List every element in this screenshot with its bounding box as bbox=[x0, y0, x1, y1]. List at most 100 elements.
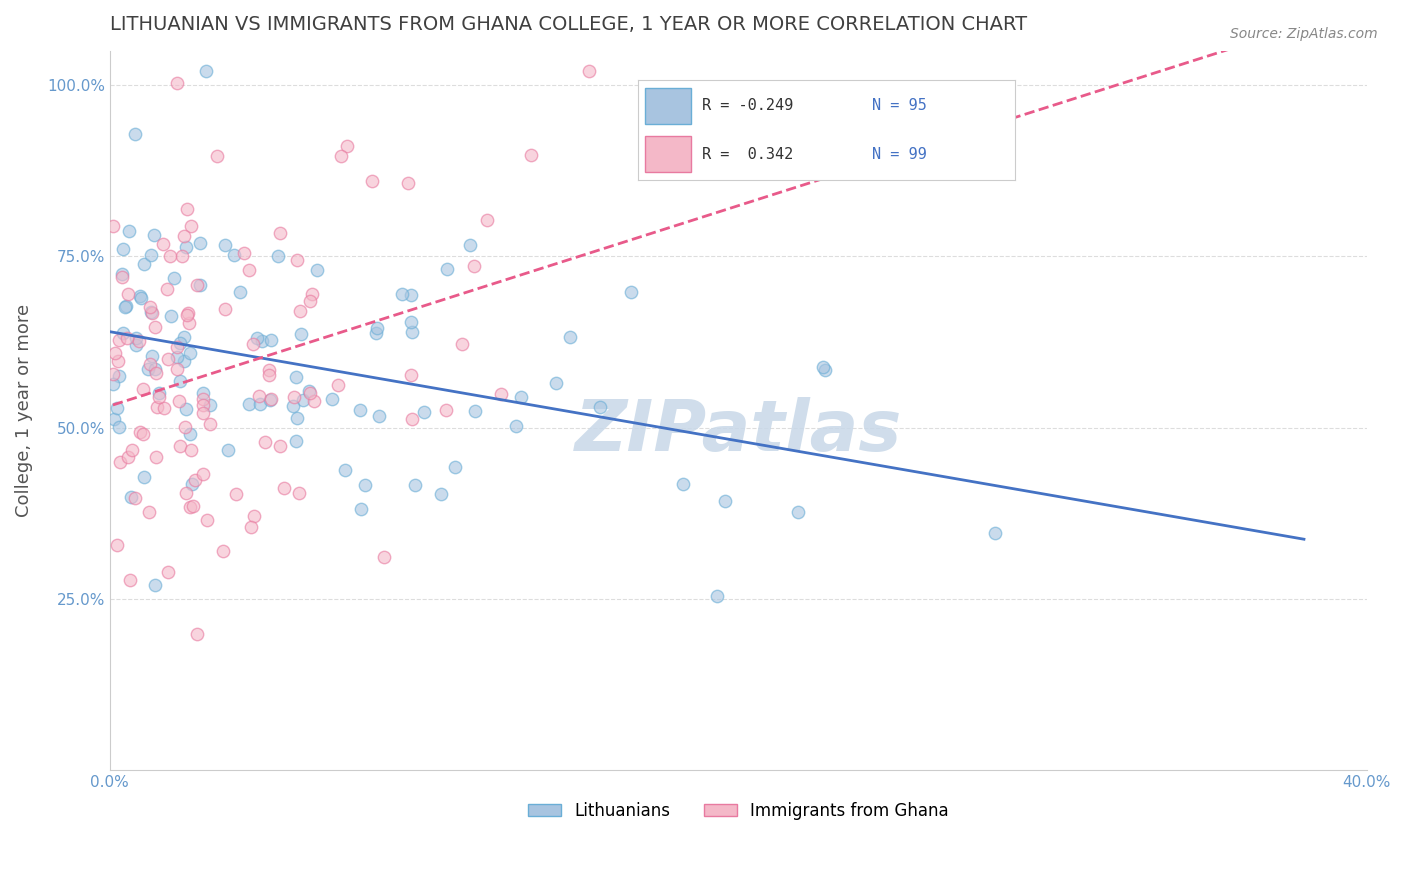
Point bbox=[125, 337, 148, 351]
Point bbox=[166, 340, 188, 354]
Point bbox=[136, 362, 159, 376]
Point bbox=[139, 305, 162, 319]
Point bbox=[117, 287, 139, 301]
Point bbox=[489, 387, 512, 401]
Point bbox=[179, 500, 201, 515]
Point bbox=[134, 257, 156, 271]
Point bbox=[174, 240, 197, 254]
Point bbox=[194, 64, 217, 78]
Point bbox=[984, 525, 1007, 540]
Point bbox=[108, 369, 131, 384]
Point bbox=[330, 149, 353, 163]
Point bbox=[281, 399, 304, 413]
Point bbox=[152, 237, 174, 252]
Point bbox=[336, 138, 359, 153]
Point bbox=[177, 305, 200, 319]
Point bbox=[195, 513, 218, 527]
Point bbox=[143, 362, 166, 376]
Point bbox=[288, 486, 311, 500]
Point bbox=[434, 403, 457, 417]
Point bbox=[120, 490, 142, 504]
Point bbox=[350, 501, 373, 516]
Point bbox=[298, 386, 321, 401]
Point bbox=[160, 310, 183, 324]
Point bbox=[129, 289, 152, 303]
Point bbox=[713, 494, 735, 508]
Point bbox=[124, 491, 146, 506]
Point bbox=[198, 417, 221, 431]
Point bbox=[229, 285, 252, 300]
Point bbox=[183, 499, 205, 513]
Point bbox=[166, 351, 188, 365]
Point bbox=[787, 505, 810, 519]
Point bbox=[285, 253, 308, 268]
Point bbox=[214, 238, 236, 252]
Point bbox=[112, 326, 135, 341]
Point bbox=[101, 377, 124, 392]
Point bbox=[578, 64, 600, 78]
Point bbox=[412, 405, 434, 419]
Point bbox=[285, 370, 308, 384]
Point bbox=[360, 173, 382, 187]
Point bbox=[399, 315, 422, 329]
Point bbox=[176, 308, 198, 322]
Point bbox=[129, 425, 152, 439]
Point bbox=[299, 293, 322, 308]
Point bbox=[169, 336, 191, 351]
Point bbox=[166, 362, 188, 376]
Point bbox=[163, 271, 186, 285]
Point bbox=[249, 389, 271, 403]
Point bbox=[108, 333, 131, 347]
Text: Source: ZipAtlas.com: Source: ZipAtlas.com bbox=[1230, 27, 1378, 41]
Point bbox=[172, 249, 194, 263]
Point bbox=[224, 248, 246, 262]
Point bbox=[128, 334, 150, 348]
Point bbox=[176, 202, 198, 216]
Point bbox=[225, 487, 247, 501]
Point bbox=[672, 477, 695, 491]
Point bbox=[117, 331, 139, 345]
Point bbox=[288, 303, 311, 318]
Point bbox=[180, 477, 202, 491]
Point bbox=[205, 149, 228, 163]
Point bbox=[104, 345, 127, 359]
Point bbox=[169, 439, 191, 453]
Point bbox=[156, 566, 179, 580]
Point bbox=[544, 376, 567, 390]
Point bbox=[436, 261, 458, 276]
Point bbox=[191, 406, 214, 420]
Point bbox=[139, 248, 162, 262]
Text: ZIPatlas: ZIPatlas bbox=[575, 398, 903, 467]
Point bbox=[401, 325, 423, 339]
Point bbox=[404, 478, 426, 492]
Point bbox=[148, 385, 170, 400]
Point bbox=[114, 299, 136, 313]
Point bbox=[174, 420, 197, 434]
Point bbox=[243, 508, 266, 523]
Point bbox=[354, 478, 377, 492]
Point bbox=[259, 363, 281, 377]
Point bbox=[173, 353, 195, 368]
Point bbox=[257, 368, 280, 383]
Point bbox=[246, 331, 269, 345]
Point bbox=[238, 262, 260, 277]
Point bbox=[475, 212, 498, 227]
Point bbox=[464, 404, 486, 418]
Point bbox=[191, 467, 214, 481]
Point bbox=[173, 330, 195, 344]
Point bbox=[139, 300, 162, 314]
Point bbox=[463, 259, 485, 273]
Point bbox=[153, 401, 176, 415]
Point bbox=[107, 354, 129, 368]
Point bbox=[509, 390, 531, 404]
Point bbox=[143, 228, 166, 243]
Point bbox=[138, 505, 160, 519]
Point bbox=[159, 249, 181, 263]
Point bbox=[114, 300, 136, 314]
Point bbox=[217, 442, 239, 457]
Point bbox=[505, 418, 527, 433]
Point bbox=[101, 367, 124, 381]
Point bbox=[399, 288, 422, 302]
Point bbox=[250, 334, 273, 348]
Point bbox=[267, 249, 290, 263]
